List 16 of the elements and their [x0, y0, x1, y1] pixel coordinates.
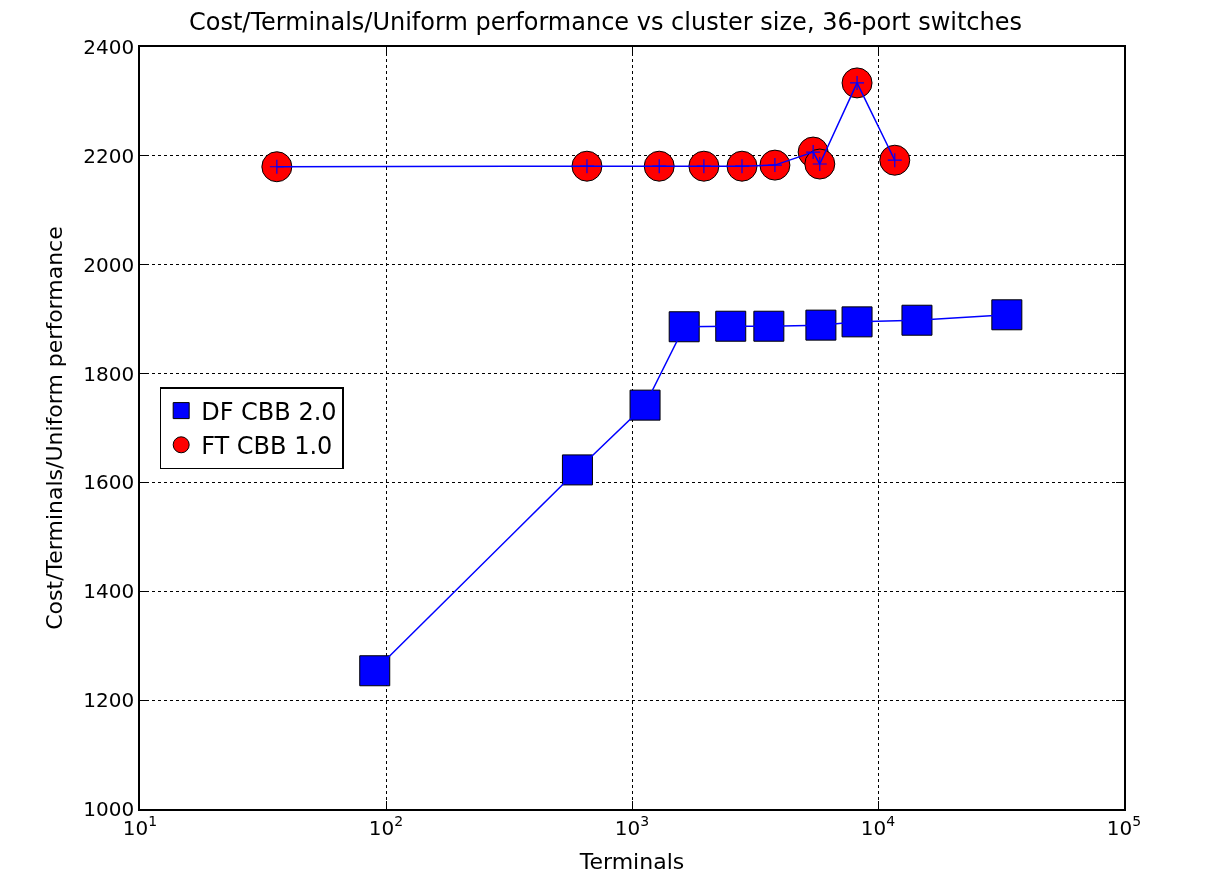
y-axis-title: Cost/Terminals/Uniform performance [41, 226, 67, 630]
legend-label: FT CBB 1.0 [201, 432, 333, 461]
y-tick-label: 2000 [83, 252, 135, 277]
y-tick-label: 2200 [83, 143, 135, 168]
chart-title: Cost/Terminals/Uniform performance vs cluster size, 36-port switches [188, 8, 1023, 37]
y-tick-label: 1400 [83, 579, 135, 604]
x-tick-label: 10$^{2}$ [368, 813, 404, 840]
y-tick-label: 1200 [83, 688, 135, 713]
x-tick-label: 10$^{4}$ [860, 813, 896, 840]
x-axis-title: Terminals [578, 849, 685, 875]
x-tick-label: 10$^{3}$ [614, 813, 650, 840]
y-tick-label: 1600 [83, 470, 135, 495]
y-tick-label: 2400 [83, 35, 135, 59]
x-tick-label: 10$^{5}$ [1106, 813, 1142, 840]
y-tick-label: 1800 [83, 361, 135, 386]
legend-label: DF CBB 2.0 [201, 397, 337, 426]
